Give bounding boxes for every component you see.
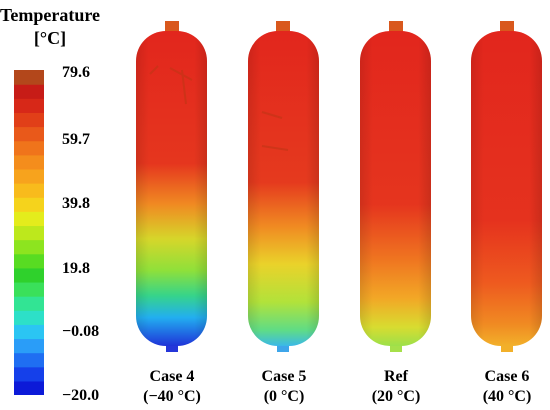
case-5-label: Case 5 bbox=[261, 368, 307, 385]
colorbar-band bbox=[14, 70, 44, 85]
ref-temperature: (20 °C) bbox=[371, 388, 421, 405]
tank-bottom-valve bbox=[166, 342, 178, 352]
colorbar-band bbox=[14, 112, 44, 128]
colorbar-band bbox=[14, 154, 44, 170]
colorbar-band bbox=[14, 281, 44, 297]
colorbar-band bbox=[14, 84, 44, 99]
colorbar-band bbox=[14, 197, 44, 212]
legend-tick-19-8: 19.8 bbox=[62, 260, 90, 277]
colorbar-band bbox=[14, 338, 44, 354]
tank-bottom-valve bbox=[390, 342, 402, 352]
colorbar-band bbox=[14, 267, 44, 283]
tank-bottom-valve bbox=[501, 342, 513, 352]
colorbar-band bbox=[14, 140, 44, 156]
colorbar-band bbox=[14, 253, 44, 269]
colorbar-band bbox=[14, 352, 44, 368]
colorbar-band bbox=[14, 126, 44, 142]
tank-case-5 bbox=[248, 21, 319, 352]
temperature-colorbar bbox=[14, 70, 44, 395]
legend-tick-59-7: 59.7 bbox=[62, 131, 90, 148]
tank-case-6 bbox=[471, 21, 542, 352]
colorbar-band bbox=[14, 211, 44, 227]
legend-title-line1: Temperature bbox=[0, 5, 100, 25]
case-4-temperature: (−40 °C) bbox=[143, 388, 201, 405]
colorbar-band bbox=[14, 324, 44, 340]
case-4-label: Case 4 bbox=[149, 368, 195, 385]
case-5-temperature: (0 °C) bbox=[263, 388, 305, 405]
tank-bottom-valve bbox=[277, 342, 289, 352]
legend-tick-79-6: 79.6 bbox=[62, 64, 90, 81]
colorbar-band bbox=[14, 168, 44, 184]
ref-label: Ref bbox=[384, 368, 408, 385]
legend-tick-39-8: 39.8 bbox=[62, 195, 90, 212]
colorbar-band bbox=[14, 310, 44, 325]
colorbar-band bbox=[14, 380, 44, 395]
colorbar-band bbox=[14, 98, 44, 113]
legend-tick-minus-0-08: −0.08 bbox=[62, 323, 100, 340]
legend-title-line2: [°C] bbox=[33, 28, 67, 48]
case-6-temperature: (40 °C) bbox=[482, 388, 532, 405]
tank-ref bbox=[360, 21, 431, 352]
colorbar-band bbox=[14, 296, 44, 311]
colorbar-band bbox=[14, 225, 44, 241]
colorbar-band bbox=[14, 366, 44, 382]
tank-case-4 bbox=[136, 21, 207, 352]
legend-tick-minus-20: −20.0 bbox=[62, 387, 100, 404]
case-6-label: Case 6 bbox=[484, 368, 530, 385]
colorbar-band bbox=[14, 239, 44, 255]
colorbar-band bbox=[14, 183, 44, 198]
